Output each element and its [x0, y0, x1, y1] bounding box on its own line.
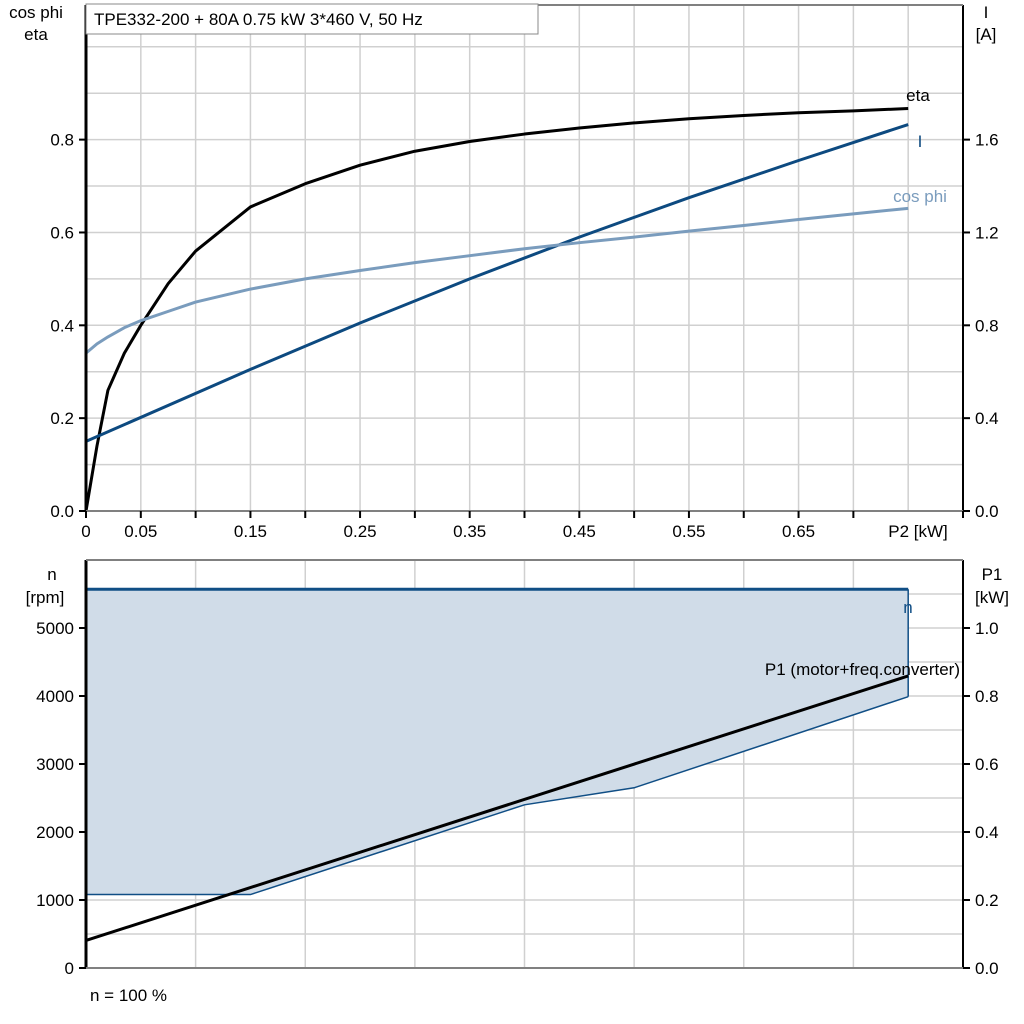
top-right-y-tick-label: 0.8	[975, 316, 999, 335]
top-grid	[86, 5, 963, 511]
series-label-P1: P1 (motor+freq.converter)	[765, 660, 960, 679]
I-line	[85, 123, 909, 443]
bottom-left-y-tick-label: 4000	[36, 687, 74, 706]
top-left-y-tick-label: 0.6	[50, 223, 74, 242]
top-left-y-tick-label: 0.2	[50, 409, 74, 428]
x-tick-label: 0.45	[563, 522, 596, 541]
x-tick-label: 0.05	[124, 522, 157, 541]
top-left-axis-label-1: cos phi	[9, 3, 63, 22]
footer-note: n = 100 %	[90, 986, 167, 1005]
x-tick-label: 0.25	[344, 522, 377, 541]
bottom-right-axis-label-1: P1	[982, 565, 1003, 584]
top-right-y-tick-label: 1.2	[975, 223, 999, 242]
bottom-right-y-tick-label: 1.0	[975, 619, 999, 638]
eta-line	[84, 107, 909, 512]
series-label-eta: eta	[906, 86, 930, 105]
series-label-cos-phi: cos phi	[893, 187, 947, 206]
bottom-right-y-tick-label: 0.6	[975, 755, 999, 774]
top-right-axis-label-1: I	[984, 3, 989, 22]
n-range-area	[86, 589, 909, 895]
top-left-y-tick-label: 0.4	[50, 316, 74, 335]
chart-marks	[84, 107, 909, 942]
title-box	[85, 3, 539, 35]
top-left-y-tick-label: 0.8	[50, 131, 74, 150]
x-tick-label: 0.55	[672, 522, 705, 541]
x-tick-label: 0	[81, 522, 90, 541]
x-axis-label: P2 [kW]	[888, 522, 948, 541]
bottom-left-axis-label-2: [rpm]	[26, 588, 65, 607]
bottom-right-y-tick-label: 0.8	[975, 687, 999, 706]
top-right-y-tick-label: 1.6	[975, 131, 999, 150]
axes: 0.0 0.2 0.4 0.6 0.8 0.0 0.4 0.8 1.2 1.6 0 1000 2000 3…	[36, 4, 999, 978]
top-right-axis-label-2: [A]	[976, 25, 997, 44]
x-tick-label: 0.65	[782, 522, 815, 541]
x-tick-label: 0.15	[234, 522, 267, 541]
series-label-I: I	[918, 132, 923, 151]
bottom-left-y-tick-label: 0	[65, 959, 74, 978]
x-tick-label: 0.35	[453, 522, 486, 541]
bottom-left-y-tick-label: 1000	[36, 891, 74, 910]
top-left-axis-label-2: eta	[24, 25, 48, 44]
chart-title: TPE332-200 + 80A 0.75 kW 3*460 V, 50 Hz	[94, 10, 423, 29]
bottom-left-y-tick-label: 5000	[36, 619, 74, 638]
P1-line	[85, 674, 909, 942]
bottom-right-y-tick-label: 0.4	[975, 823, 999, 842]
n-min-line	[86, 695, 909, 896]
bottom-left-axis-label-1: n	[47, 565, 56, 584]
top-left-y-tick-label: 0.0	[50, 502, 74, 521]
top-right-y-tick-label: 0.4	[975, 409, 999, 428]
top-right-y-tick-label: 0.0	[975, 502, 999, 521]
cos-phi-line	[85, 206, 909, 355]
bottom-right-axis-label-2: [kW]	[975, 588, 1009, 607]
bottom-right-y-tick-label: 0.0	[975, 959, 999, 978]
series-label-n: n	[903, 598, 912, 617]
bottom-left-y-tick-label: 2000	[36, 823, 74, 842]
bottom-left-y-tick-label: 3000	[36, 755, 74, 774]
bottom-right-y-tick-label: 0.2	[975, 891, 999, 910]
